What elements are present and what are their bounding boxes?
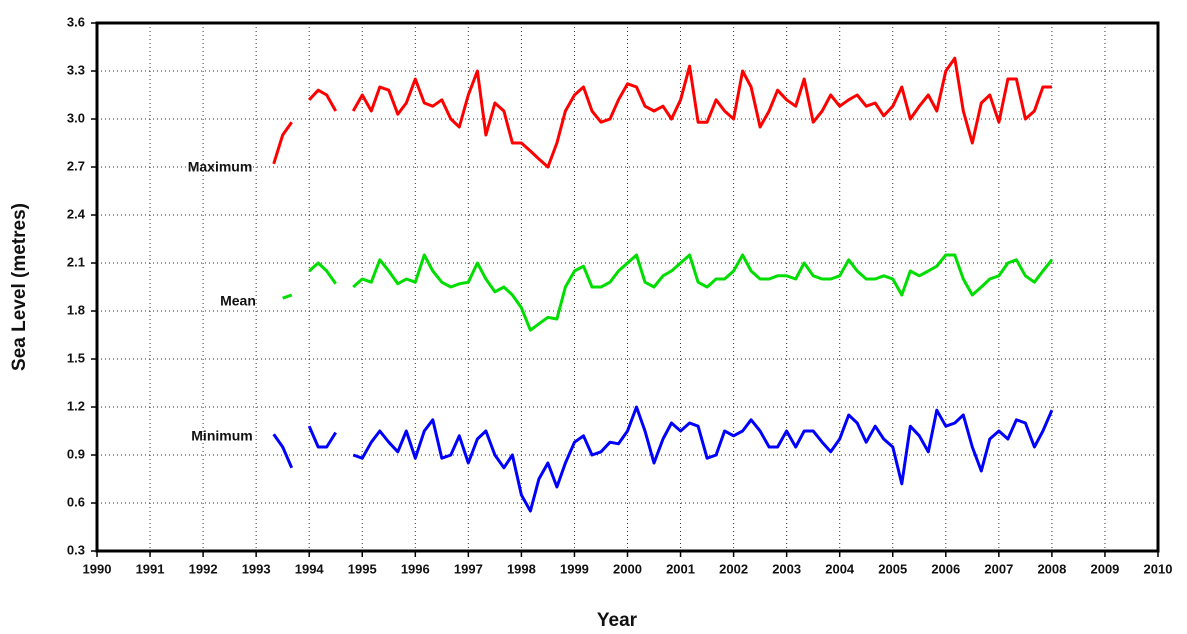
y-tick-label: 0.6 [67,494,85,509]
x-tick-label: 2010 [1144,561,1173,576]
x-tick-label: 2004 [825,561,855,576]
x-tick-label: 1998 [507,561,536,576]
x-tick-label: 2005 [878,561,907,576]
x-tick-label: 1994 [295,561,325,576]
plot-frame [95,21,1160,553]
y-tick-label: 2.1 [67,254,85,269]
x-tick-label: 2001 [666,561,695,576]
x-tick-label: 2003 [772,561,801,576]
y-tick-label: 1.5 [67,350,85,365]
x-tick-label: 1995 [348,561,377,576]
y-tick-label: 0.9 [67,446,85,461]
y-tick-label: 0.3 [67,542,85,557]
y-tick-label: 3.3 [67,62,85,77]
y-tick-label: 1.8 [67,302,85,317]
y-axis-label: Sea Level (metres) [9,203,30,371]
y-tick-label: 2.4 [67,206,86,221]
annotation: Minimum [191,428,252,444]
x-tick-label: 2007 [984,561,1013,576]
series-line [272,56,1052,169]
x-tick-label: 2009 [1090,561,1119,576]
x-tick-label: 1990 [83,561,112,576]
x-tick-label: 1991 [136,561,165,576]
series-line [282,253,1054,332]
x-tick-label: 2006 [931,561,960,576]
x-tick-label: 2008 [1037,561,1066,576]
x-tick-label: 1993 [242,561,271,576]
y-tick-label: 2.7 [67,158,85,173]
annotation: Maximum [188,159,253,175]
y-tick-label: 3.0 [67,110,85,125]
x-tick-label: 1997 [454,561,483,576]
x-tick-label: 2002 [719,561,748,576]
series-line [272,405,1054,513]
y-tick-label: 1.2 [67,398,85,413]
x-tick-label: 2000 [613,561,642,576]
x-tick-label: 1992 [189,561,218,576]
x-tick-label: 1999 [560,561,589,576]
x-axis-label: Year [597,610,638,631]
x-tick-label: 1996 [401,561,430,576]
annotation: Mean [220,293,256,309]
y-tick-label: 3.6 [67,14,85,29]
